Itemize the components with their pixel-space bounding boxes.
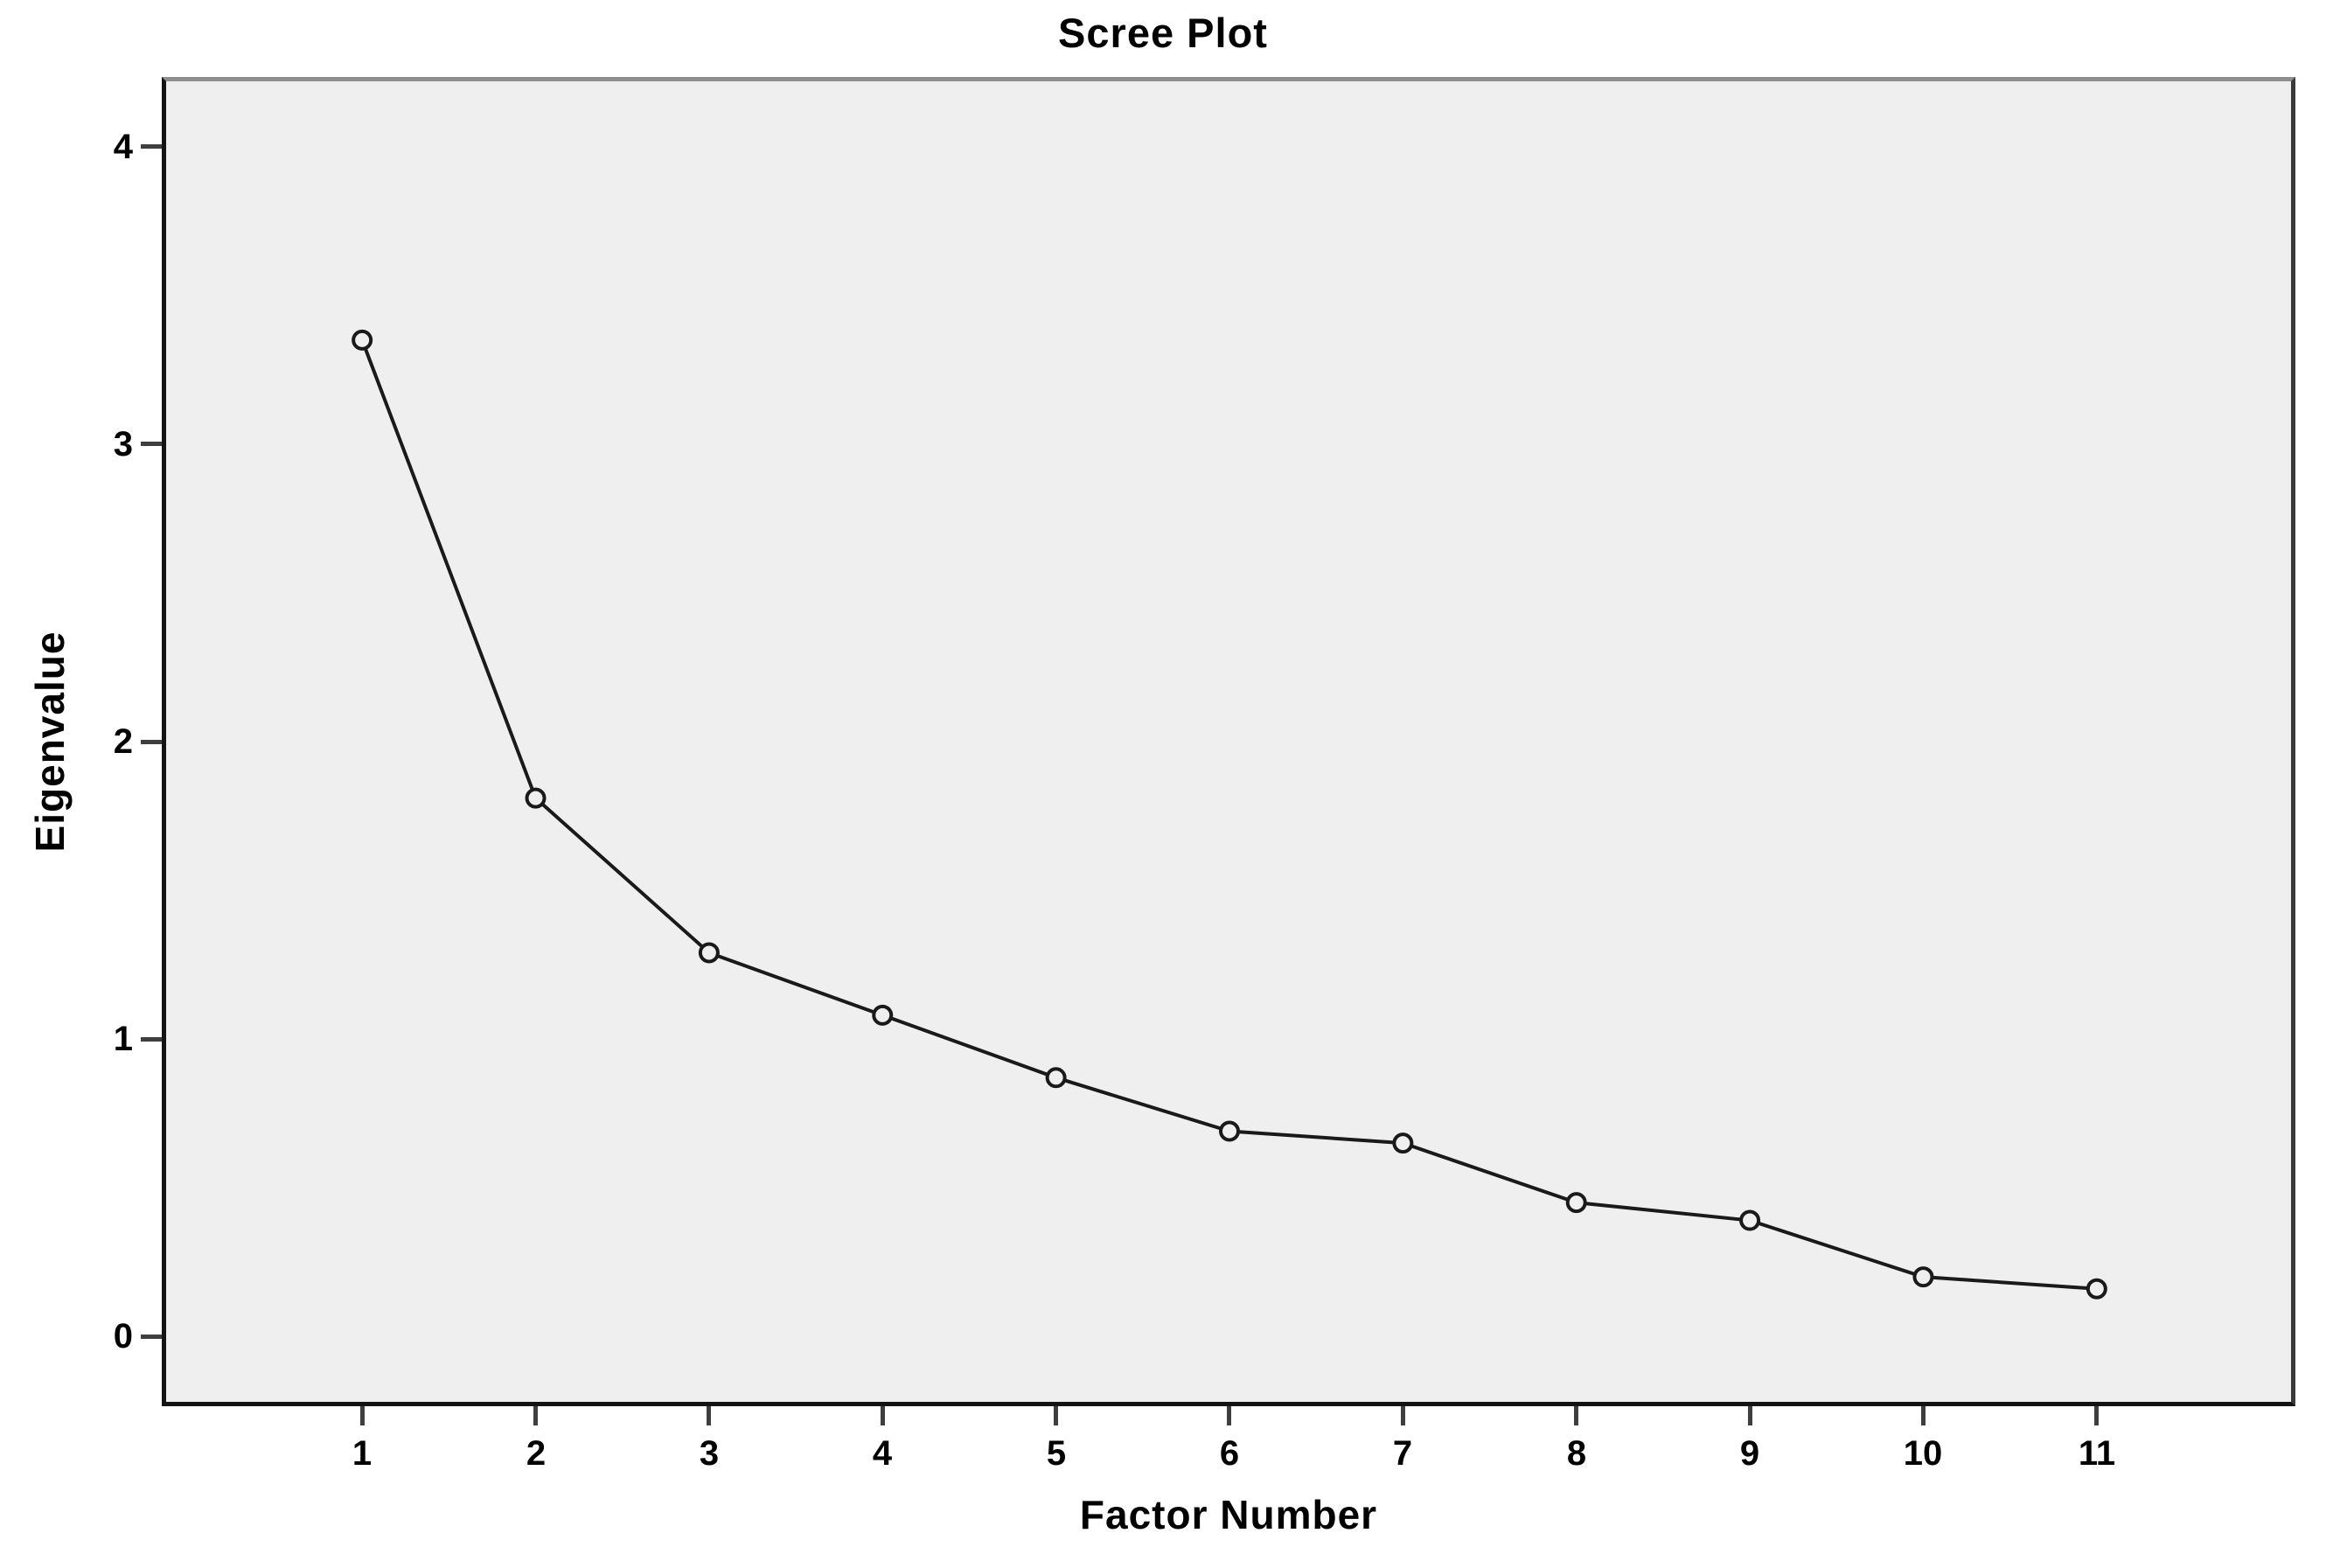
x-tick-mark-11 [2094, 1406, 2099, 1425]
x-tick-label-2: 2 [526, 1434, 547, 1473]
data-point-marker-4 [872, 1004, 894, 1026]
y-tick-mark-0 [141, 1335, 162, 1339]
y-tick-label-1: 1 [113, 1020, 133, 1058]
data-point-marker-2 [525, 787, 547, 809]
x-tick-mark-1 [360, 1406, 365, 1425]
x-tick-mark-8 [1574, 1406, 1578, 1425]
x-tick-label-3: 3 [699, 1434, 720, 1473]
x-axis-label: Factor Number [1079, 1492, 1378, 1537]
x-tick-mark-7 [1401, 1406, 1405, 1425]
y-tick-label-0: 0 [113, 1317, 133, 1355]
y-tick-label-2: 2 [113, 722, 133, 761]
y-tick-mark-4 [141, 144, 162, 149]
x-tick-mark-6 [1227, 1406, 1231, 1425]
x-tick-label-5: 5 [1046, 1434, 1067, 1473]
chart-title: Scree Plot [1058, 10, 1268, 56]
data-point-marker-6 [1218, 1120, 1240, 1142]
y-tick-label-4: 4 [113, 128, 133, 166]
x-tick-mark-3 [707, 1406, 711, 1425]
data-point-marker-10 [1912, 1266, 1934, 1288]
data-point-marker-11 [2086, 1278, 2107, 1300]
data-point-marker-1 [352, 329, 373, 351]
scree-line [360, 339, 2097, 1291]
y-tick-mark-3 [141, 442, 162, 446]
data-point-marker-3 [698, 942, 720, 964]
x-tick-mark-10 [1921, 1406, 1926, 1425]
x-tick-label-9: 9 [1739, 1434, 1760, 1473]
x-tick-label-8: 8 [1566, 1434, 1587, 1473]
x-tick-label-6: 6 [1219, 1434, 1240, 1473]
y-tick-mark-1 [141, 1037, 162, 1042]
x-tick-mark-4 [881, 1406, 885, 1425]
x-tick-label-1: 1 [352, 1434, 373, 1473]
x-tick-label-7: 7 [1392, 1434, 1413, 1473]
x-tick-label-11: 11 [2078, 1434, 2116, 1473]
x-tick-label-4: 4 [872, 1434, 893, 1473]
x-tick-label-10: 10 [1903, 1434, 1943, 1473]
data-point-marker-7 [1392, 1132, 1414, 1154]
data-point-marker-8 [1565, 1192, 1587, 1214]
data-point-marker-5 [1045, 1067, 1067, 1089]
x-tick-mark-2 [533, 1406, 538, 1425]
plot-area [162, 77, 2295, 1406]
y-tick-label-3: 3 [113, 425, 133, 463]
y-tick-mark-2 [141, 740, 162, 744]
chart-canvas [352, 329, 2107, 1300]
x-tick-mark-5 [1054, 1406, 1058, 1425]
data-point-marker-9 [1739, 1209, 1761, 1231]
x-tick-mark-9 [1748, 1406, 1752, 1425]
